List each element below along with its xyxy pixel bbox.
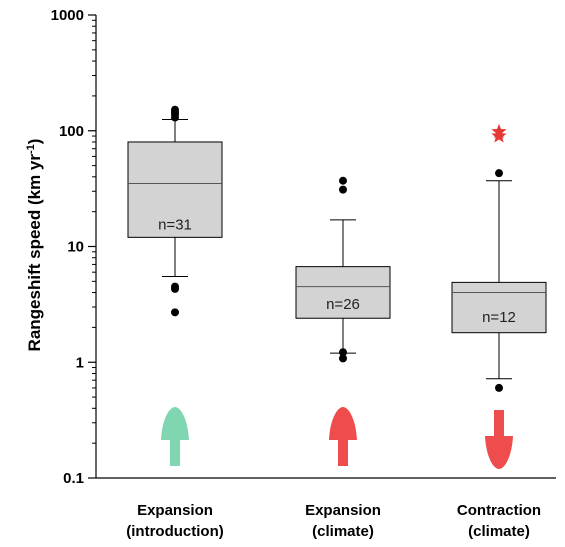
outlier-point	[171, 105, 179, 114]
axes	[95, 15, 556, 479]
box-iqr	[127, 141, 223, 238]
box-group: n=31	[127, 105, 223, 317]
x-category-sublabel: (introduction)	[126, 523, 223, 540]
x-category-label: Expansion	[137, 502, 213, 519]
box-group: n=12	[451, 123, 547, 392]
down-arrow-icon	[485, 410, 513, 469]
x-category-label: Expansion	[305, 502, 381, 519]
y-axis-label-main: Rangeshift speed (km yr	[25, 154, 44, 352]
boxes: n=31 n=26 n=12	[127, 105, 547, 392]
direction-arrows	[161, 407, 513, 469]
up-arrow-icon	[161, 407, 189, 466]
outlier-point	[171, 284, 179, 293]
outlier-point	[495, 169, 503, 178]
sample-size-label: n=31	[158, 216, 192, 233]
x-category-sublabel: (climate)	[312, 523, 374, 540]
outlier-point	[339, 354, 347, 363]
y-axis-label-close: )	[25, 139, 44, 145]
y-axis-label: Rangeshift speed (km yr-1)	[25, 139, 44, 352]
y-tick-label: 0.1	[63, 470, 84, 487]
box-iqr	[295, 266, 391, 319]
y-tick-label: 1	[76, 354, 84, 371]
star-icon	[491, 128, 507, 143]
sample-size-label: n=12	[482, 309, 516, 326]
y-tick-label: 1000	[51, 7, 84, 24]
x-category-sublabel: (climate)	[468, 523, 530, 540]
outlier-point	[495, 383, 503, 392]
up-arrow-icon	[329, 407, 357, 466]
y-ticks: 0.1 1 10 100 1000	[51, 7, 96, 487]
y-tick-label: 100	[59, 123, 84, 140]
outlier-point	[339, 185, 347, 194]
outlier-point	[339, 176, 347, 185]
sample-size-label: n=26	[326, 296, 360, 313]
outlier-point	[171, 308, 179, 317]
y-axis-label-sup: -1	[25, 144, 37, 154]
box-group: n=26	[295, 176, 391, 363]
x-category-label: Contraction	[457, 502, 541, 519]
category-labels: Expansion (introduction) Expansion (climate…	[126, 502, 541, 540]
box-iqr	[451, 281, 547, 334]
y-tick-label: 10	[67, 239, 84, 256]
outlier-point	[339, 348, 347, 357]
